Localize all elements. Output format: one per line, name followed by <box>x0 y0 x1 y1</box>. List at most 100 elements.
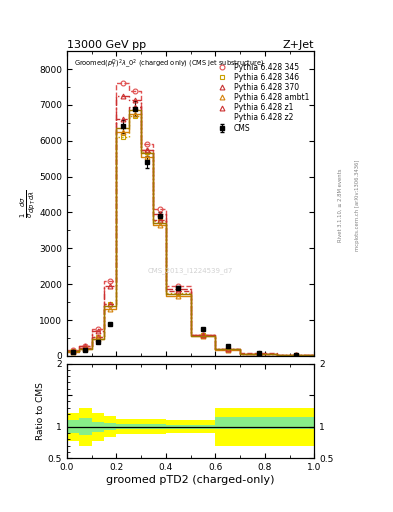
Text: Z+Jet: Z+Jet <box>283 40 314 50</box>
Pythia 6.428 z1 <box>83 343 88 349</box>
Y-axis label: $\frac{1}{\sigma}\frac{d\sigma}{dp_T\,d\lambda}$: $\frac{1}{\sigma}\frac{d\sigma}{dp_T\,d\… <box>18 189 38 218</box>
Text: Rivet 3.1.10, ≥ 2.8M events: Rivet 3.1.10, ≥ 2.8M events <box>338 168 342 242</box>
Pythia 6.428 z2 <box>294 352 298 358</box>
Pythia 6.428 346 <box>176 290 181 296</box>
Pythia 6.428 ambt1 <box>95 336 100 342</box>
Bar <box>92 421 104 432</box>
Pythia 6.428 z1 <box>294 352 298 358</box>
Text: CMS_2013_I1224539_d7: CMS_2013_I1224539_d7 <box>148 267 233 274</box>
Pythia 6.428 z1 <box>226 346 230 352</box>
Bar <box>104 416 116 437</box>
Pythia 6.428 z2 <box>83 346 88 352</box>
Bar <box>166 420 191 433</box>
Text: 13000 GeV pp: 13000 GeV pp <box>67 40 146 50</box>
X-axis label: groomed pTD2 (charged-only): groomed pTD2 (charged-only) <box>107 475 275 485</box>
Pythia 6.428 345 <box>83 343 88 349</box>
Pythia 6.428 346 <box>108 301 112 307</box>
Pythia 6.428 346 <box>145 148 150 155</box>
Bar <box>141 424 166 429</box>
Pythia 6.428 345 <box>294 352 298 358</box>
Pythia 6.428 346 <box>83 345 88 351</box>
Pythia 6.428 z1 <box>132 97 137 103</box>
Bar <box>129 424 141 429</box>
Bar <box>166 425 191 429</box>
Pythia 6.428 345 <box>108 278 112 284</box>
Bar <box>277 417 314 429</box>
Pythia 6.428 z2 <box>256 351 261 357</box>
Bar <box>79 418 92 435</box>
Pythia 6.428 345 <box>157 206 162 212</box>
Pythia 6.428 z1 <box>71 348 75 354</box>
Bar <box>191 420 215 433</box>
Bar <box>215 417 240 429</box>
Pythia 6.428 345 <box>176 283 181 289</box>
Bar <box>104 423 116 431</box>
Pythia 6.428 370 <box>294 352 298 358</box>
Pythia 6.428 z1 <box>256 351 261 357</box>
Pythia 6.428 ambt1 <box>256 351 261 357</box>
Pythia 6.428 z2 <box>176 291 181 297</box>
Pythia 6.428 345 <box>256 350 261 356</box>
Line: Pythia 6.428 z1: Pythia 6.428 z1 <box>71 94 298 358</box>
Pythia 6.428 345 <box>132 88 137 94</box>
Pythia 6.428 370 <box>120 116 125 122</box>
Pythia 6.428 346 <box>294 352 298 358</box>
Pythia 6.428 345 <box>145 141 150 147</box>
Pythia 6.428 z2 <box>157 220 162 226</box>
Pythia 6.428 370 <box>132 104 137 110</box>
Pythia 6.428 z2 <box>145 151 150 157</box>
Pythia 6.428 z1 <box>120 93 125 99</box>
Pythia 6.428 370 <box>83 345 88 351</box>
Line: Pythia 6.428 ambt1: Pythia 6.428 ambt1 <box>71 112 298 358</box>
Pythia 6.428 346 <box>120 134 125 140</box>
Pythia 6.428 z1 <box>145 146 150 153</box>
Pythia 6.428 ambt1 <box>157 222 162 228</box>
Bar <box>67 413 79 440</box>
Pythia 6.428 370 <box>256 350 261 356</box>
Pythia 6.428 ambt1 <box>108 306 112 312</box>
Text: mcplots.cern.ch [arXiv:1306.3436]: mcplots.cern.ch [arXiv:1306.3436] <box>355 159 360 250</box>
Bar <box>240 417 277 429</box>
Pythia 6.428 ambt1 <box>120 129 125 135</box>
Text: Groomed$(p_T^D)^2\lambda\_0^2$ (charged only) (CMS jet substructure): Groomed$(p_T^D)^2\lambda\_0^2$ (charged … <box>74 57 265 71</box>
Line: Pythia 6.428 370: Pythia 6.428 370 <box>71 104 298 357</box>
Line: Pythia 6.428 345: Pythia 6.428 345 <box>71 81 298 357</box>
Bar <box>215 408 240 445</box>
Pythia 6.428 ambt1 <box>132 111 137 117</box>
Bar <box>116 424 129 429</box>
Pythia 6.428 345 <box>95 326 100 332</box>
Pythia 6.428 ambt1 <box>176 292 181 298</box>
Pythia 6.428 346 <box>201 332 206 338</box>
Pythia 6.428 z2 <box>226 346 230 352</box>
Pythia 6.428 z1 <box>108 283 112 289</box>
Pythia 6.428 345 <box>71 347 75 353</box>
Pythia 6.428 370 <box>226 346 230 352</box>
Pythia 6.428 z1 <box>157 211 162 218</box>
Pythia 6.428 370 <box>95 334 100 340</box>
Pythia 6.428 346 <box>226 346 230 352</box>
Pythia 6.428 345 <box>201 332 206 338</box>
Pythia 6.428 z2 <box>132 108 137 114</box>
Pythia 6.428 370 <box>71 348 75 354</box>
Bar <box>141 419 166 434</box>
Bar <box>277 408 314 445</box>
Pythia 6.428 345 <box>120 80 125 87</box>
Pythia 6.428 346 <box>256 350 261 356</box>
Bar <box>116 419 129 434</box>
Pythia 6.428 z2 <box>201 333 206 339</box>
Pythia 6.428 z2 <box>108 303 112 309</box>
Y-axis label: Ratio to CMS: Ratio to CMS <box>36 382 45 440</box>
Bar <box>129 419 141 434</box>
Pythia 6.428 ambt1 <box>294 352 298 358</box>
Bar <box>79 408 92 445</box>
Pythia 6.428 z1 <box>95 328 100 334</box>
Line: Pythia 6.428 z2: Pythia 6.428 z2 <box>73 111 296 355</box>
Pythia 6.428 345 <box>226 346 230 352</box>
Pythia 6.428 ambt1 <box>201 333 206 339</box>
Pythia 6.428 ambt1 <box>83 346 88 352</box>
Bar <box>92 413 104 440</box>
Pythia 6.428 z2 <box>71 348 75 354</box>
Pythia 6.428 z1 <box>176 286 181 292</box>
Pythia 6.428 346 <box>71 348 75 354</box>
Pythia 6.428 370 <box>176 288 181 294</box>
